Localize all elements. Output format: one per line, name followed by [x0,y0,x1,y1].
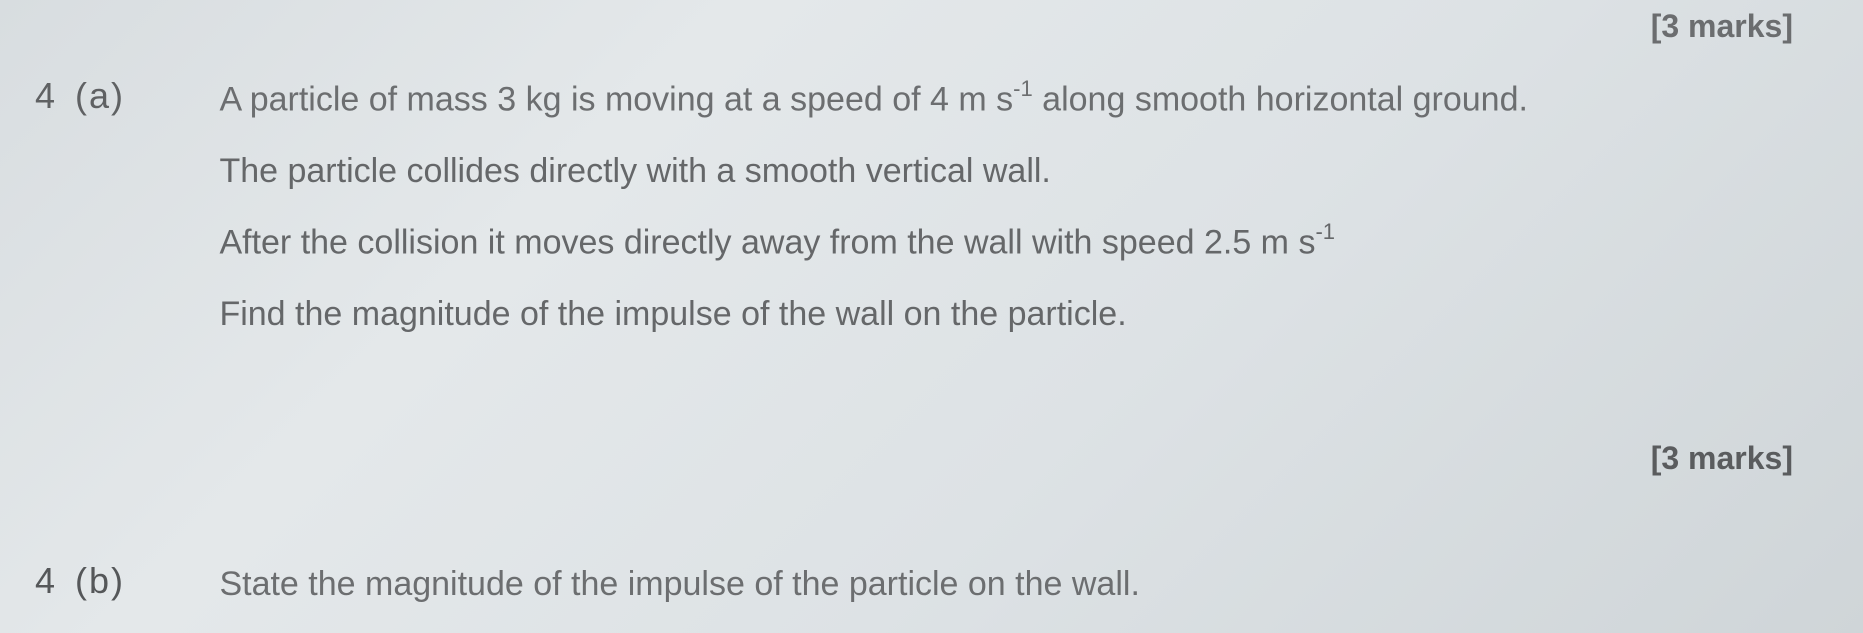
q4b-line1: State the magnitude of the impulse of th… [219,560,1779,609]
question-4a: 4 (a) A particle of mass 3 kg is moving a… [35,75,1779,361]
q-num: 4 [35,75,57,116]
q4a-line1-pre: A particle of mass 3 kg is moving at a s… [219,80,1013,118]
q-num: 4 [35,560,57,601]
q-part: (a) [75,75,125,116]
exam-page: [3 marks] 4 (a) A particle of mass 3 kg i… [0,0,1863,633]
marks-label-top: [3 marks] [1651,8,1793,45]
question-content-4b: State the magnitude of the impulse of th… [219,560,1779,631]
question-number-4a: 4 (a) [35,75,215,117]
q4a-line2: The particle collides directly with a sm… [219,147,1779,196]
q4a-line3: After the collision it moves directly aw… [219,218,1779,268]
q4a-line1: A particle of mass 3 kg is moving at a s… [219,75,1779,125]
question-number-4b: 4 (b) [35,560,215,602]
q-part: (b) [75,560,125,601]
q4a-line3-sup: -1 [1315,219,1335,244]
question-4b: 4 (b) State the magnitude of the impulse … [35,560,1779,631]
q4a-line1-post: along smooth horizontal ground. [1033,80,1528,118]
marks-label-mid: [3 marks] [1651,440,1793,477]
q4a-line1-sup: -1 [1013,76,1033,101]
q4a-line4: Find the magnitude of the impulse of the… [219,290,1779,339]
q4a-line3-pre: After the collision it moves directly aw… [219,223,1315,261]
question-content-4a: A particle of mass 3 kg is moving at a s… [219,75,1779,361]
